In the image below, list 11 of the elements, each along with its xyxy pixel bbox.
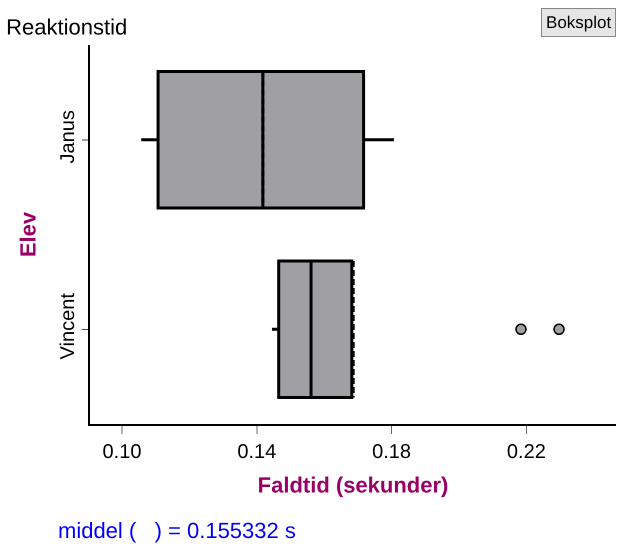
y-axis-title: Elev: [15, 211, 40, 258]
x-tick-label: 0.22: [506, 441, 546, 463]
y-tick-label: Vincent: [57, 292, 79, 360]
annotation: Boksplot: [546, 13, 612, 32]
y-tick-label: Janus: [57, 110, 79, 164]
x-tick-label: 0.14: [237, 441, 276, 463]
x-axis-title: Faldtid (sekunder): [258, 472, 448, 498]
text: middel ( ) = 0.155332 s: [58, 518, 296, 543]
chart-title: Reaktionstid: [6, 14, 128, 40]
x-tick-label: 0.18: [372, 441, 412, 463]
x-tick-label: 0.10: [102, 441, 142, 463]
